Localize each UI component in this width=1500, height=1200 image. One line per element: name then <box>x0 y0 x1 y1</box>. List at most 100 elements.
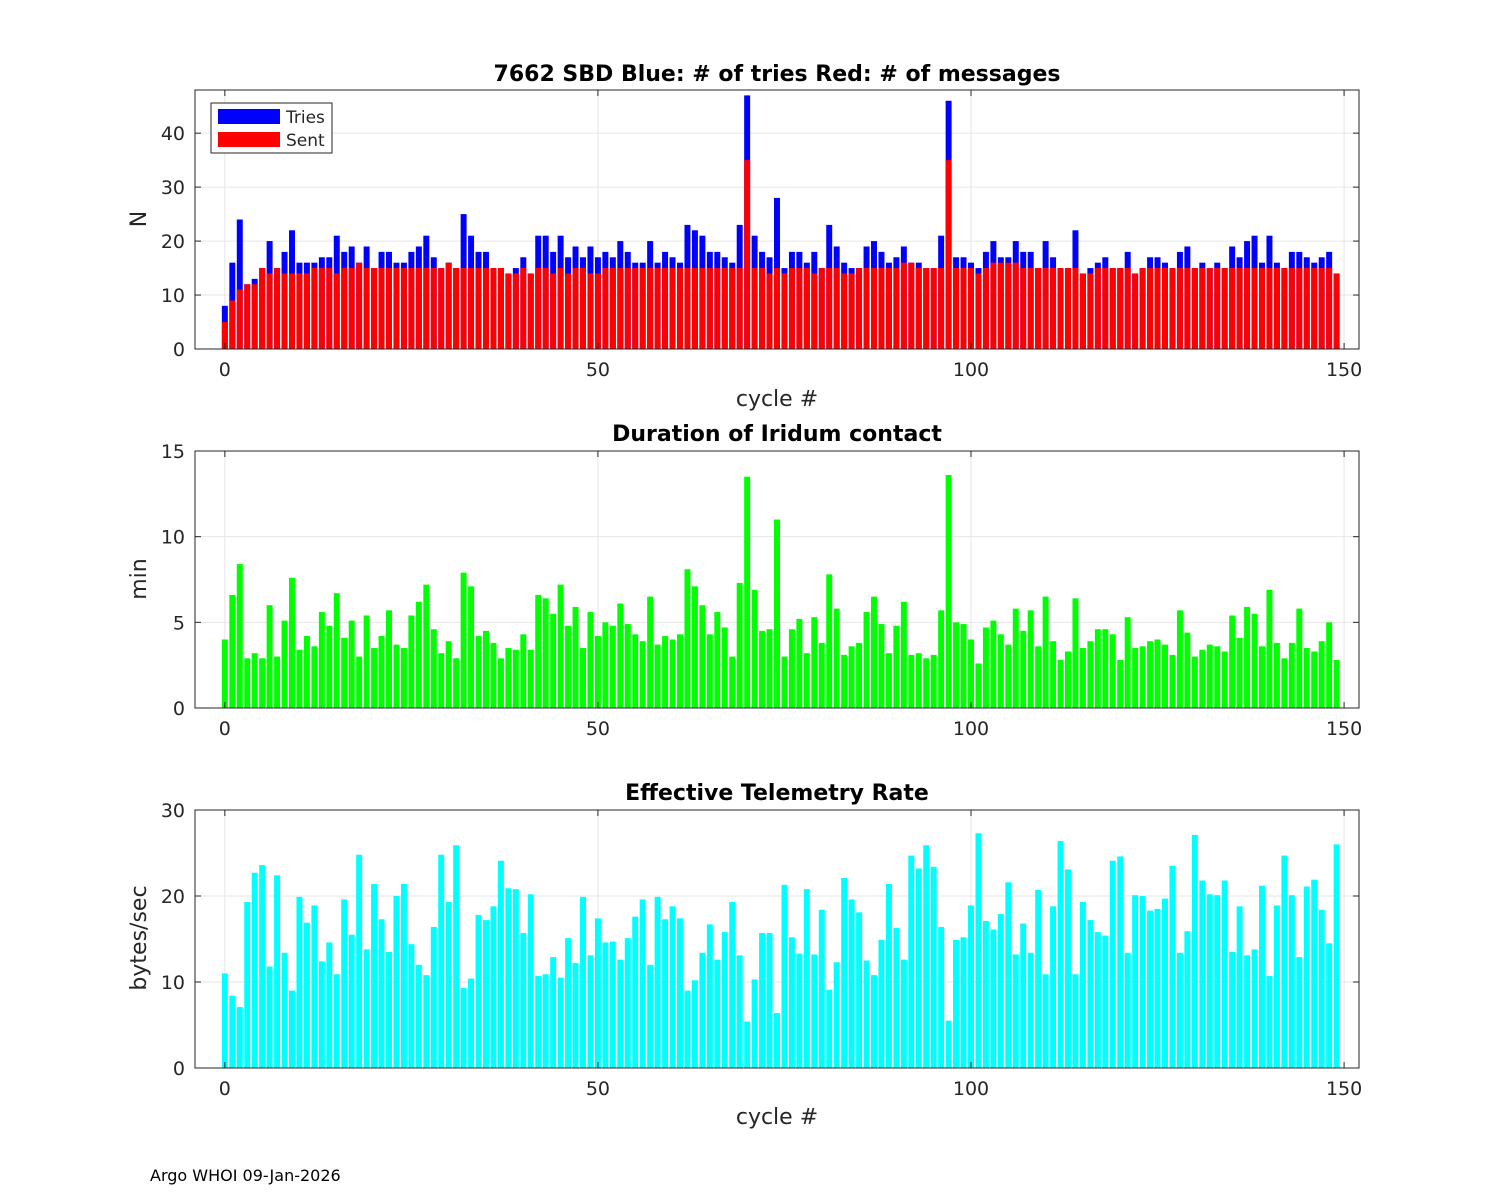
bar-rate-76 <box>788 937 795 1068</box>
bar-rate-149 <box>1333 844 1340 1068</box>
bar-sent-32 <box>460 268 467 349</box>
bar-rate-32 <box>460 988 467 1068</box>
bar-sent-107 <box>1020 268 1027 349</box>
bar-sent-7 <box>274 268 281 349</box>
bar-duration-91 <box>900 601 907 708</box>
bar-duration-143 <box>1288 642 1295 708</box>
bar-duration-79 <box>811 617 818 708</box>
bar-duration-81 <box>826 574 833 708</box>
bar-duration-76 <box>788 629 795 708</box>
bar-rate-55 <box>632 916 639 1068</box>
bar-rate-94 <box>923 845 930 1068</box>
bar-duration-90 <box>893 625 900 708</box>
bar-duration-47 <box>572 606 579 708</box>
axes-frame <box>194 450 1360 709</box>
bar-rate-66 <box>714 959 721 1068</box>
bar-duration-68 <box>729 656 736 708</box>
bar-duration-39 <box>512 649 519 708</box>
bar-sent-38 <box>505 273 512 349</box>
bar-duration-48 <box>580 648 586 708</box>
bar-rate-63 <box>691 980 698 1068</box>
bar-rate-50 <box>594 918 601 1068</box>
bar-duration-1 <box>229 594 236 708</box>
bar-sent-125 <box>1154 268 1161 349</box>
bar-sent-73 <box>766 273 773 349</box>
bar-rate-52 <box>609 941 616 1068</box>
bar-rate-135 <box>1229 951 1236 1068</box>
bar-sent-48 <box>580 268 586 349</box>
x-tick-label: 100 <box>953 718 989 740</box>
bar-rate-108 <box>1027 952 1034 1068</box>
bars <box>221 474 1340 708</box>
bar-duration-31 <box>453 658 460 708</box>
bar-duration-5 <box>259 658 266 708</box>
bar-duration-25 <box>408 615 415 708</box>
telemetry-rate-chart: Effective Telemetry Rate bytes/sec cycle… <box>127 781 1362 1130</box>
bar-sent-136 <box>1236 268 1243 349</box>
bar-rate-101 <box>975 833 982 1068</box>
bar-rate-91 <box>900 959 907 1068</box>
bar-sent-45 <box>557 268 564 349</box>
bar-sent-69 <box>736 268 743 349</box>
bar-duration-113 <box>1065 651 1071 708</box>
bar-duration-36 <box>490 642 497 708</box>
x-axis-label: cycle # <box>736 387 818 412</box>
bar-rate-74 <box>774 1012 780 1068</box>
bar-rate-138 <box>1251 949 1258 1068</box>
y-tick-label: 10 <box>161 972 185 994</box>
bar-rate-78 <box>803 889 810 1068</box>
bar-duration-89 <box>885 653 892 708</box>
bar-duration-83 <box>841 654 848 708</box>
bar-sent-122 <box>1132 273 1139 349</box>
bar-sent-90 <box>893 268 900 349</box>
bar-rate-71 <box>751 979 758 1068</box>
bar-duration-104 <box>997 634 1004 708</box>
bar-rate-127 <box>1169 865 1176 1068</box>
bar-duration-13 <box>318 612 325 708</box>
bar-sent-126 <box>1162 268 1168 349</box>
bar-sent-27 <box>423 268 430 349</box>
bar-duration-86 <box>863 612 870 708</box>
bar-rate-25 <box>408 944 415 1068</box>
bar-rate-123 <box>1139 896 1146 1068</box>
bar-sent-51 <box>602 268 609 349</box>
bar-duration-63 <box>691 586 698 708</box>
bar-sent-85 <box>856 268 863 349</box>
bar-duration-16 <box>341 637 348 708</box>
bar-duration-134 <box>1221 651 1228 708</box>
bar-sent-4 <box>251 284 258 349</box>
bar-duration-4 <box>251 653 258 708</box>
bar-rate-115 <box>1079 902 1086 1068</box>
bar-duration-11 <box>303 636 310 708</box>
bar-sent-14 <box>326 268 333 349</box>
bar-duration-103 <box>990 620 997 708</box>
bar-sent-1 <box>229 300 236 349</box>
bar-sent-133 <box>1214 268 1221 349</box>
x-tick-label: 0 <box>219 359 231 381</box>
bar-rate-72 <box>759 932 766 1068</box>
bar-duration-119 <box>1109 634 1116 708</box>
bar-rate-19 <box>363 949 370 1068</box>
bar-rate-47 <box>572 963 579 1068</box>
bar-rate-110 <box>1042 974 1049 1068</box>
bar-rate-62 <box>684 990 691 1068</box>
bar-rate-29 <box>438 854 445 1068</box>
bar-duration-54 <box>624 624 631 708</box>
bar-duration-122 <box>1132 648 1139 708</box>
bar-rate-148 <box>1326 943 1333 1068</box>
bar-sent-37 <box>497 268 504 349</box>
bar-rate-20 <box>371 883 378 1068</box>
bar-sent-97 <box>945 160 952 349</box>
legend-swatch-tries <box>218 109 280 124</box>
bar-rate-132 <box>1206 894 1213 1068</box>
bar-rate-92 <box>908 855 915 1068</box>
bar-rate-147 <box>1318 909 1325 1068</box>
bar-sent-42 <box>535 268 542 349</box>
bar-duration-67 <box>721 627 728 708</box>
bar-rate-37 <box>497 860 504 1068</box>
bar-rate-85 <box>856 912 863 1068</box>
bar-sent-110 <box>1042 268 1049 349</box>
bar-rate-144 <box>1296 957 1303 1068</box>
bar-rate-95 <box>930 866 937 1068</box>
bar-duration-114 <box>1072 598 1079 708</box>
